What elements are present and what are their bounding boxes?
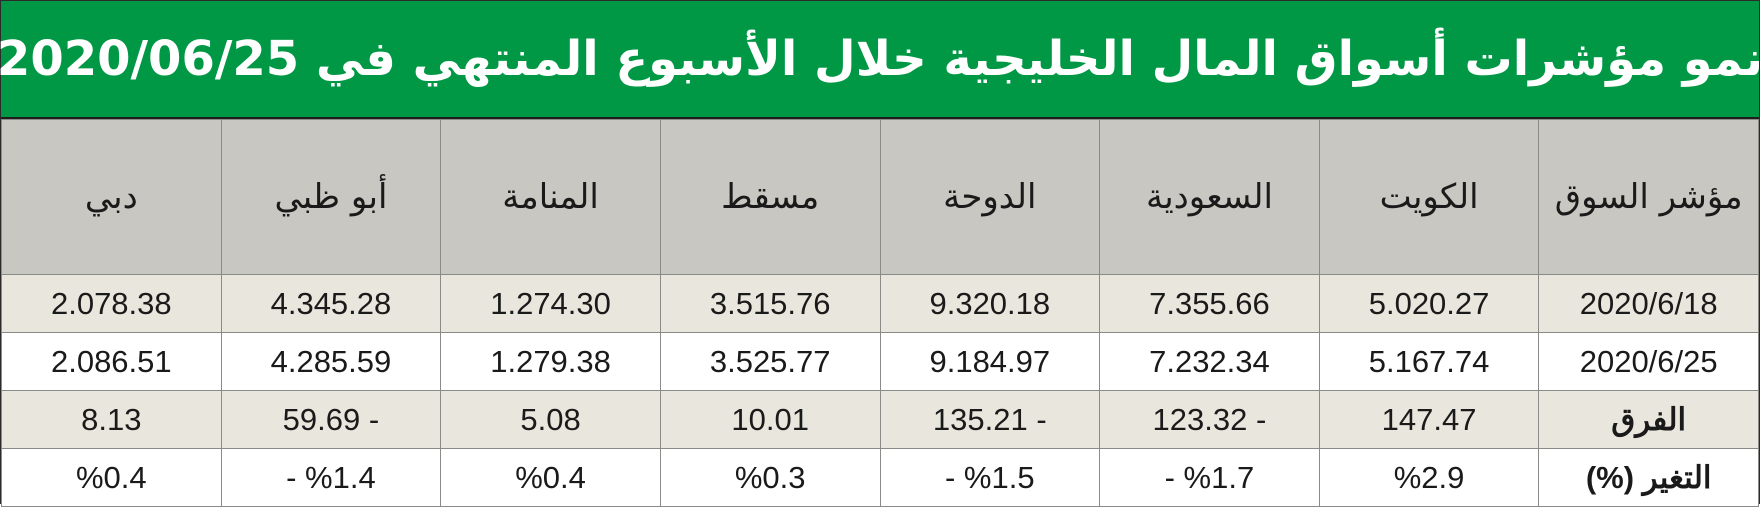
- table-cell: 2.086.51: [1, 332, 222, 391]
- table-cell: 9.184.97: [879, 332, 1101, 391]
- table-row: التغير (%) %2.9 - %1.7 - %1.5 %0.3 %0.4 …: [1, 448, 1759, 507]
- table-cell: 5.08: [440, 390, 661, 449]
- table-cell: 4.345.28: [220, 274, 442, 333]
- header-kuwait: الكويت: [1318, 119, 1540, 275]
- header-doha: الدوحة: [879, 119, 1101, 275]
- page-title: نمو مؤشرات أسواق المال الخليجية خلال الأ…: [0, 1, 1762, 119]
- table-cell: 5.167.74: [1318, 332, 1540, 391]
- table-cell: 59.69 -: [220, 390, 442, 449]
- table-cell: - %1.5: [879, 448, 1101, 507]
- table-header-row: مؤشر السوق الكويت السعودية الدوحة مسقط ا…: [1, 119, 1759, 275]
- header-market-index: مؤشر السوق: [1538, 119, 1759, 275]
- table-cell: 135.21 -: [879, 390, 1101, 449]
- table-cell: 5.020.27: [1318, 274, 1540, 333]
- table-cell: 8.13: [1, 390, 222, 449]
- table-cell: 3.525.77: [659, 332, 881, 391]
- header-muscat: مسقط: [659, 119, 881, 275]
- row-label: التغير (%): [1538, 448, 1759, 507]
- table-cell: 9.320.18: [879, 274, 1101, 333]
- header-saudi: السعودية: [1099, 119, 1320, 275]
- table-cell: - %1.4: [220, 448, 442, 507]
- table-row: 2020/6/25 5.167.74 7.232.34 9.184.97 3.5…: [1, 332, 1759, 391]
- table-cell: 3.515.76: [659, 274, 881, 333]
- market-indices-table: مؤشر السوق الكويت السعودية الدوحة مسقط ا…: [1, 119, 1759, 507]
- table-row: 2020/6/18 5.020.27 7.355.66 9.320.18 3.5…: [1, 274, 1759, 333]
- table-cell: 4.285.59: [220, 332, 442, 391]
- table-cell: %0.3: [659, 448, 881, 507]
- table-cell: 1.279.38: [440, 332, 661, 391]
- row-label: الفرق: [1538, 390, 1759, 449]
- table-cell: 10.01: [659, 390, 881, 449]
- header-abu-dhabi: أبو ظبي: [220, 119, 442, 275]
- table-cell: 2.078.38: [1, 274, 222, 333]
- table-cell: %2.9: [1318, 448, 1540, 507]
- table-cell: 123.32 -: [1099, 390, 1320, 449]
- table-cell: 1.274.30: [440, 274, 661, 333]
- header-dubai: دبي: [1, 119, 222, 275]
- table-cell: %0.4: [440, 448, 661, 507]
- table-cell: %0.4: [1, 448, 222, 507]
- table-cell: 7.232.34: [1099, 332, 1320, 391]
- header-manama: المنامة: [440, 119, 661, 275]
- row-label: 2020/6/25: [1538, 332, 1759, 391]
- table-cell: 147.47: [1318, 390, 1540, 449]
- table-cell: 7.355.66: [1099, 274, 1320, 333]
- row-label: 2020/6/18: [1538, 274, 1759, 333]
- table-cell: - %1.7: [1099, 448, 1320, 507]
- table-row: الفرق 147.47 123.32 - 135.21 - 10.01 5.0…: [1, 390, 1759, 449]
